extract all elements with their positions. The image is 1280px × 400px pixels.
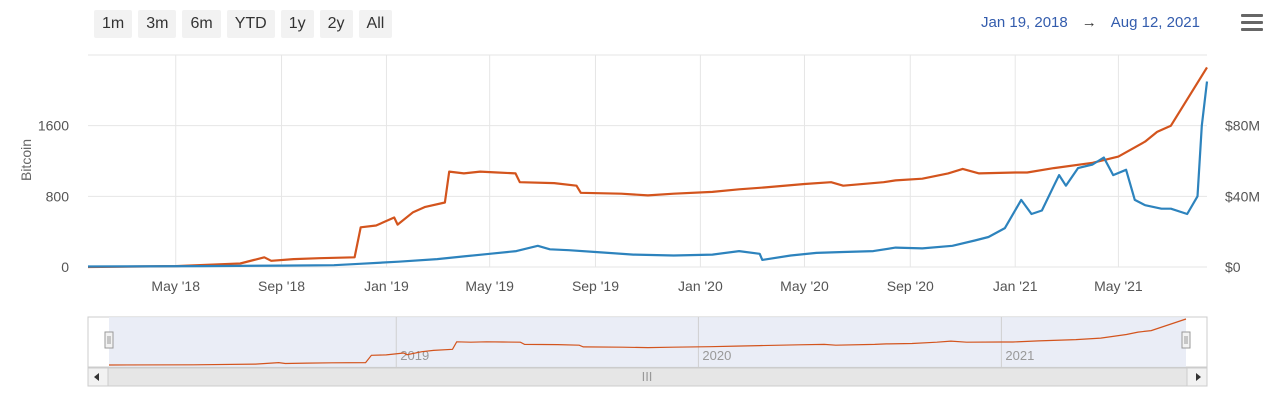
x-tick-label: May '18 (151, 278, 200, 294)
x-tick-label: Jan '19 (364, 278, 409, 294)
y-left-tick-label: 800 (46, 188, 70, 204)
navigator-handle-right[interactable] (1181, 331, 1191, 349)
x-tick-label: May '19 (465, 278, 514, 294)
y-axis-right: $0 $40M $80M (1225, 118, 1260, 275)
range-button-1m[interactable]: 1m (94, 10, 133, 38)
hamburger-icon[interactable] (1241, 14, 1263, 32)
x-tick-label: Sep '19 (572, 278, 619, 294)
date-range-arrow: → (1081, 14, 1097, 31)
handle-body[interactable] (104, 331, 114, 349)
scroll-left-arrow-icon[interactable] (94, 373, 99, 381)
handle-body[interactable] (1181, 331, 1191, 349)
x-tick-label: Sep '20 (887, 278, 934, 294)
navigator: 2019 2020 2021 III (87, 316, 1208, 387)
scrollbar-thumb[interactable] (107, 367, 1188, 387)
x-tick-label: Jan '21 (993, 278, 1038, 294)
series-line-orange (87, 66, 1208, 269)
y-right-tick-label: $40M (1225, 188, 1260, 204)
navigator-year-label: 2020 (702, 348, 731, 363)
range-button-2y[interactable]: 2y (319, 10, 353, 38)
date-range: Jan 19, 2018 → Aug 12, 2021 (981, 14, 1200, 31)
navigator-year-label: 2021 (1005, 348, 1034, 363)
y-right-tick-label: $80M (1225, 118, 1260, 134)
navigator-series-line (108, 318, 1187, 366)
y-left-tick-label: 1600 (38, 118, 69, 134)
x-tick-label: May '20 (780, 278, 829, 294)
navigator-handle-left[interactable] (104, 331, 114, 349)
x-tick-label: May '21 (1094, 278, 1143, 294)
date-range-from[interactable]: Jan 19, 2018 (981, 14, 1068, 31)
date-range-to[interactable]: Aug 12, 2021 (1110, 14, 1200, 31)
y-axis-title: Bitcoin (18, 139, 34, 181)
navigator-year-label: 2019 (400, 348, 429, 363)
y-right-tick-label: $0 (1225, 259, 1241, 275)
range-button-3m[interactable]: 3m (138, 10, 177, 38)
range-button-6m[interactable]: 6m (182, 10, 221, 38)
x-tick-label: Jan '20 (678, 278, 723, 294)
range-button-1y[interactable]: 1y (280, 10, 314, 38)
series-lines (87, 66, 1209, 269)
x-axis: May '18 Sep '18 Jan '19 May '19 Sep '19 Jan '… (151, 278, 1142, 294)
y-left-tick-label: 0 (61, 259, 69, 275)
range-selector: 1m 3m 6m YTD 1y 2y All (94, 10, 393, 38)
range-button-all[interactable]: All (358, 10, 393, 38)
range-button-ytd[interactable]: YTD (226, 10, 275, 38)
scrollbar-grip[interactable]: III (642, 369, 653, 384)
x-tick-label: Sep '18 (258, 278, 305, 294)
gridlines (88, 54, 1207, 268)
scroll-right-arrow-icon[interactable] (1196, 373, 1201, 381)
series-line-blue (87, 81, 1209, 268)
